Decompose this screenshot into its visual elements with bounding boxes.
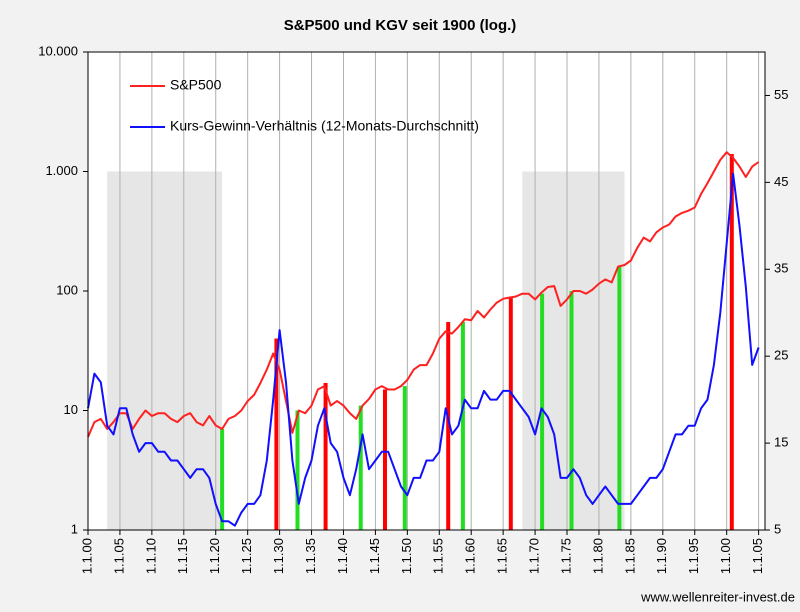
y2-tick-label: 35 [774,261,788,276]
y2-tick-label: 5 [774,521,781,536]
plot-frame [87,51,766,531]
y2-tick-label: 55 [774,87,788,102]
signal-bar [402,386,407,530]
x-tick-label: 1.1.75 [558,538,573,574]
signal-bar [323,382,328,530]
x-tick-label: 1.1.85 [622,538,637,574]
x-tick-label: 1.1.15 [175,538,190,574]
y2-tick-label: 15 [774,435,788,450]
x-tick-label: 1.1.60 [463,538,478,574]
shaded-period [107,171,223,530]
signal-bar [358,405,363,530]
signal-bar [569,291,574,530]
x-tick-label: 1.1.50 [399,538,414,574]
signal-bar [729,154,734,530]
x-tick-label: 1.1.20 [207,538,222,574]
x-tick-label: 1.1.30 [271,538,286,574]
y2-tick-label: 45 [774,174,788,189]
x-tick-label: 1.1.00 [718,538,733,574]
signal-bar [446,322,451,530]
x-tick-label: 1.1.95 [686,538,701,574]
x-tick-label: 1.1.90 [654,538,669,574]
y-tick-label: 10 [64,402,78,417]
x-tick-label: 1.1.05 [750,538,765,574]
y-tick-label: 1.000 [45,163,78,178]
signal-bar [382,389,387,530]
chart-title: S&P500 und KGV seit 1900 (log.) [284,17,517,34]
x-tick-label: 1.1.65 [495,538,510,574]
signal-bar [274,338,279,530]
y-tick-label: 100 [56,282,78,297]
legend-label: S&P500 [170,77,222,93]
signal-bar [460,322,465,530]
x-tick-label: 1.1.55 [431,538,446,574]
x-tick-label: 1.1.70 [527,538,542,574]
signal-bar [295,410,300,530]
series-line [87,172,760,527]
series-line [87,151,760,438]
y-tick-label: 10.000 [38,43,78,58]
signal-bar [508,296,513,530]
y2-tick-label: 25 [774,348,788,363]
x-tick-label: 1.1.05 [111,538,126,574]
x-tick-label: 1.1.35 [303,538,318,574]
x-tick-label: 1.1.80 [590,538,605,574]
y-tick-label: 1 [71,521,78,536]
source: www.wellenreiter-invest.de [640,589,795,604]
x-tick-label: 1.1.40 [335,538,350,574]
signal-bar [540,293,545,530]
x-tick-label: 1.1.45 [367,538,382,574]
x-tick-label: 1.1.00 [79,538,94,574]
x-tick-label: 1.1.10 [143,538,158,574]
legend-label: Kurs-Gewinn-Verhältnis (12-Monats-Durchs… [170,118,479,134]
signal-bar [617,266,622,530]
signal-bar [220,429,225,530]
x-tick-label: 1.1.25 [239,538,254,574]
